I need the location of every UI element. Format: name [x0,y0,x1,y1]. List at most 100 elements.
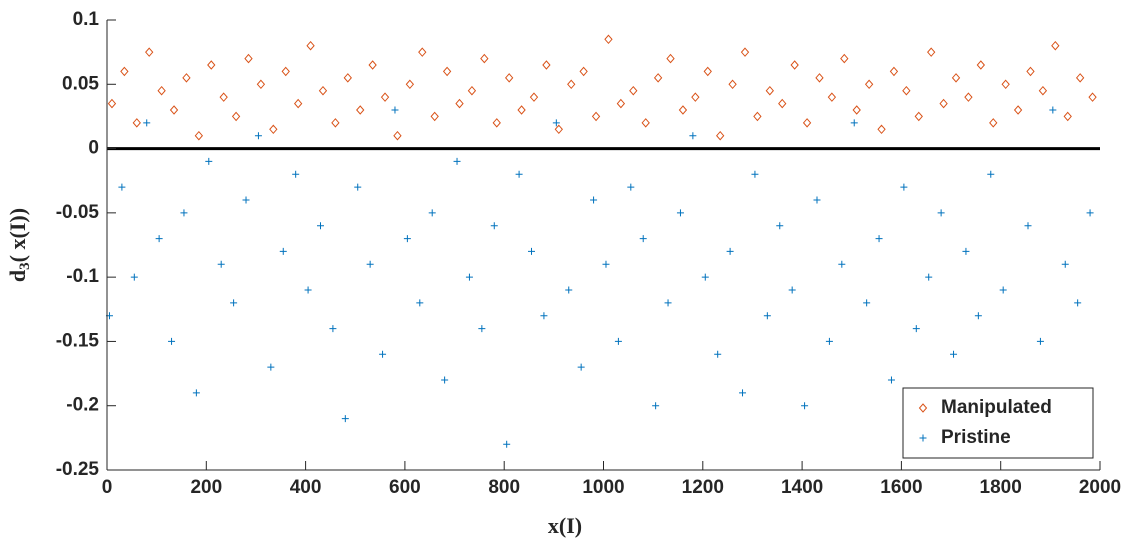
y-tick-label: -0.05 [56,202,100,223]
plus-marker [838,260,846,268]
plus-marker [403,235,411,243]
diamond-marker [616,98,626,109]
plus-marker [614,337,622,345]
diamond-marker [678,105,688,115]
y-label-sub: 3 [17,262,33,270]
plus-marker [801,402,809,410]
plus-marker [304,286,312,294]
plus-marker [565,286,573,294]
plus-marker [726,247,734,255]
diamond-marker [927,47,936,57]
diamond-marker [442,66,452,77]
diamond-marker [864,79,874,90]
plus-marker [316,222,324,230]
legend-marker [919,434,927,442]
plus-marker [465,273,473,281]
x-tick-label: 1400 [781,477,823,498]
diamond-marker [194,130,204,141]
plus-marker [366,260,374,268]
diamond-marker [430,111,439,122]
diamond-marker [1001,79,1010,90]
plus-marker [751,170,759,178]
plus-marker [292,170,300,178]
diamond-marker [269,124,278,135]
diamond-marker [343,73,352,83]
diamond-marker [505,73,514,83]
diamond-marker [604,34,613,45]
plus-marker [788,286,796,294]
plot-marks [105,34,1097,448]
legend-marker [918,403,928,413]
diamond-marker [107,98,117,109]
diamond-marker [1063,111,1072,122]
y-tick-label: -0.15 [56,330,100,351]
legend-label: Pristine [941,427,1011,448]
diamond-marker [1088,92,1097,102]
plus-marker [950,350,958,358]
y-label-rest: ( x(I)) [5,208,30,262]
diamond-marker [480,53,489,64]
diamond-marker [902,85,911,96]
plus-marker [962,247,970,255]
diamond-marker [281,66,290,77]
x-tick-label: 800 [488,477,520,498]
x-tick-label: 600 [389,477,421,498]
diamond-marker [840,53,849,64]
diamond-marker [231,111,241,122]
diamond-marker [1013,105,1023,115]
plus-marker [155,235,163,243]
diamond-marker [467,85,477,96]
diamond-marker [951,73,961,83]
diamond-marker [293,98,303,109]
y-tick-label: -0.25 [56,459,100,480]
plus-marker [391,106,399,114]
plus-marker [143,119,151,127]
y-tick-label: -0.1 [66,266,99,287]
diamond-marker [455,98,464,109]
y-tick-label: 0.05 [62,73,99,94]
plus-marker [639,235,647,243]
plus-marker [1036,337,1044,345]
plus-marker [416,299,424,307]
legend-box [902,387,1094,459]
y-tick-label: 0 [88,138,99,159]
diamond-marker [591,111,601,122]
x-tick-label: 1600 [880,477,922,498]
plus-marker [689,132,697,140]
diamond-marker [182,73,191,83]
diamond-marker [306,40,315,51]
plus-marker [664,299,672,307]
legend-label: Manipulated [941,397,1052,418]
plus-marker [515,170,523,178]
plus-marker [813,196,821,204]
plus-marker [242,196,250,204]
diamond-marker [318,85,328,96]
diamond-marker [145,47,154,57]
diamond-marker [939,98,948,109]
plus-marker [652,402,660,410]
diamond-marker [815,73,824,83]
diamond-marker [1038,85,1048,96]
diamond-marker [666,53,675,64]
diamond-marker [120,66,129,77]
diamond-marker [256,79,266,90]
diamond-marker [418,47,427,57]
plus-marker [577,363,585,371]
plus-marker [925,273,933,281]
plus-marker [453,157,461,165]
diamond-marker [368,60,377,70]
plus-marker [912,325,920,333]
diamond-marker [517,105,526,115]
diamond-marker [641,118,650,128]
plus-marker [701,273,709,281]
diamond-marker [380,92,390,102]
plus-marker [490,222,498,230]
diamond-marker [765,85,774,96]
diamond-marker [964,92,973,102]
diamond-marker [914,111,923,122]
plus-marker [205,157,213,165]
diamond-marker [778,98,787,109]
plus-marker [676,209,684,217]
y-label-base: d [5,270,30,282]
